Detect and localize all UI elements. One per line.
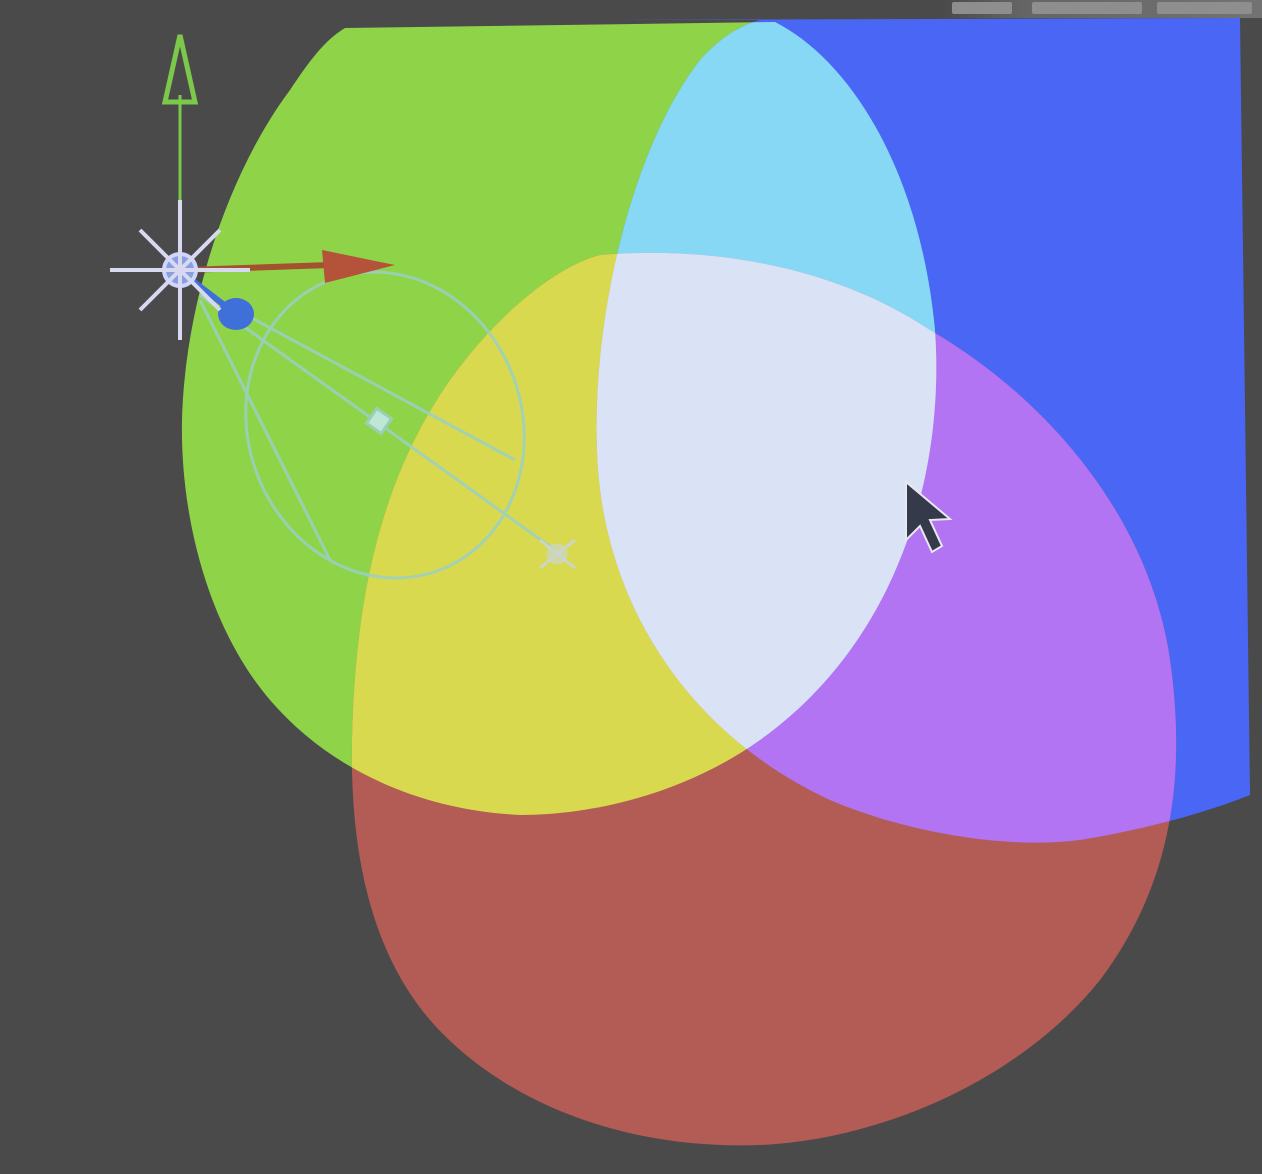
title-strip-block xyxy=(952,2,1012,14)
cone-direction-handle[interactable] xyxy=(364,406,394,436)
cone-target-handle[interactable] xyxy=(539,538,576,570)
cone-edge-lower xyxy=(198,299,332,561)
title-strip-block xyxy=(1032,2,1142,14)
window-title-strip xyxy=(942,0,1262,18)
spotlight-icon[interactable] xyxy=(110,200,250,340)
white-overlap xyxy=(596,252,937,815)
x-axis-arrow-handle[interactable] xyxy=(322,250,395,283)
y-axis-arrow-handle[interactable] xyxy=(161,34,199,105)
transform-gizmo[interactable] xyxy=(161,34,395,340)
arrow-cursor-icon xyxy=(905,479,953,554)
title-strip-block xyxy=(1157,2,1252,14)
